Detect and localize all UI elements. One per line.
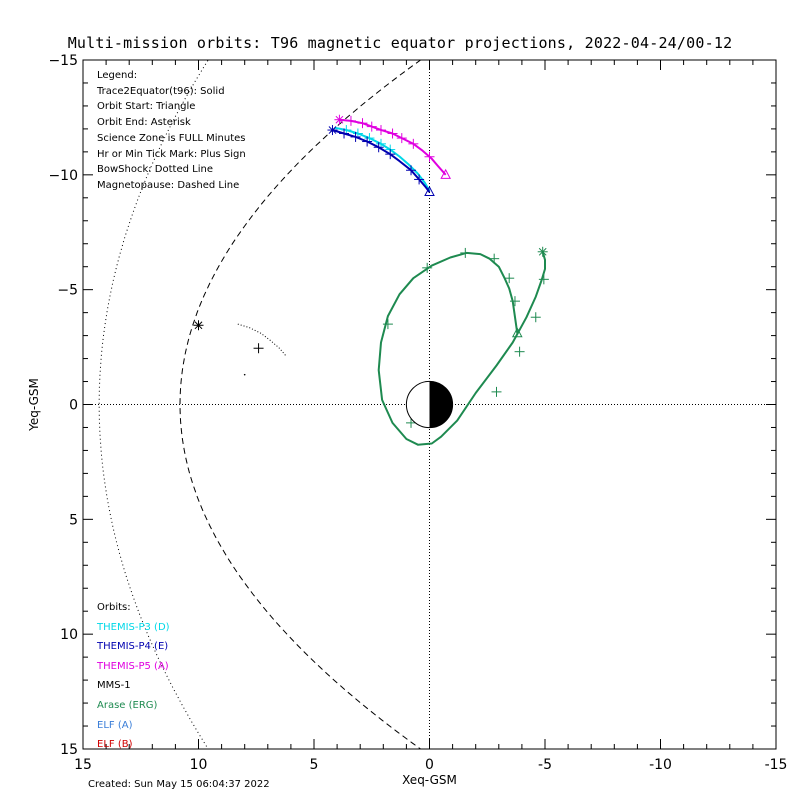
plot-axes: 15 10 5 0 -5 -10 -15 −15 −10 −5 0 5 10 15 Xeq-GSM Yeq-G…: [27, 53, 787, 787]
magnetopause-line: [179, 60, 422, 749]
orbit-legend-item: THEMIS-P5 (A): [97, 660, 169, 672]
orbit-line: [334, 126, 431, 192]
earth-nightside: [429, 381, 453, 428]
x-tick-label: 15: [74, 757, 92, 773]
orbit-end-marker: [194, 321, 203, 330]
orbit-end-marker: [328, 126, 337, 134]
bowshock-line: [98, 60, 209, 749]
orbit-legend-item: ELF (B): [97, 739, 133, 751]
y-tick-label: 10: [60, 627, 78, 643]
earth: [405, 380, 454, 429]
orbit-start-marker: [511, 327, 523, 338]
y-tick-label: −5: [57, 283, 78, 299]
legend-item: Legend:: [97, 70, 138, 81]
y-tick-label: 5: [69, 512, 78, 528]
orbit-legend-item: MMS-1: [97, 680, 131, 692]
y-tick-label: −15: [48, 53, 78, 69]
orbit-start-marker: [424, 185, 435, 197]
x-tick-label: -5: [538, 757, 552, 773]
x-tick-label: -15: [765, 757, 788, 773]
orbit-end-marker: [538, 247, 547, 256]
orbit-end-marker: [335, 115, 344, 124]
orbits: [193, 114, 549, 446]
legend-item: Science Zone is FULL Minutes: [97, 132, 246, 144]
y-tick-label: 15: [60, 742, 78, 758]
orbit-dot: [243, 373, 246, 376]
legend-item: Orbit Start: Triangle: [97, 101, 196, 113]
legend-box: Legend: Trace2Equator(t96): Solid Orbit St…: [97, 68, 246, 194]
legend-item: Hr or Min Tick Mark: Plus Sign: [97, 148, 246, 160]
x-tick-label: 10: [190, 757, 208, 773]
legend-item: Magnetopause: Dashed Line: [97, 179, 240, 191]
orbit-line: [237, 323, 287, 357]
orbit-start-marker: [440, 168, 452, 179]
x-axis-label: Xeq-GSM: [402, 773, 457, 787]
orbit-legend-item: Arase (ERG): [97, 699, 158, 711]
orbits-legend: Orbits: THEMIS-P3 (D) THEMIS-P4 (E) THEMIS-…: [97, 598, 170, 755]
legend-item: BowShock: Dotted Line: [97, 164, 213, 176]
created-timestamp: Created: Sun May 15 06:04:37 2022: [88, 779, 270, 790]
y-axis-label: Yeq-GSM: [27, 378, 41, 432]
orbits-heading: Orbits:: [97, 602, 131, 613]
legend-item: Trace2Equator(t96): Solid: [97, 85, 225, 97]
boundaries: [98, 60, 422, 749]
legend-item: Orbit End: Asterisk: [97, 117, 191, 129]
chart-title: Multi-mission orbits: T96 magnetic equat…: [67, 34, 733, 52]
orbit-legend-item: THEMIS-P4 (E): [97, 641, 169, 653]
y-tick-label: 0: [69, 398, 78, 414]
x-tick-label: -10: [649, 757, 672, 773]
x-tick-label: 5: [310, 757, 319, 773]
orbit-legend-item: THEMIS-P3 (D): [97, 621, 170, 633]
orbit-line: [377, 251, 546, 446]
orbit-legend-item: ELF (A): [97, 719, 133, 731]
x-tick-label: 0: [425, 757, 434, 773]
y-tick-label: −10: [48, 168, 78, 184]
